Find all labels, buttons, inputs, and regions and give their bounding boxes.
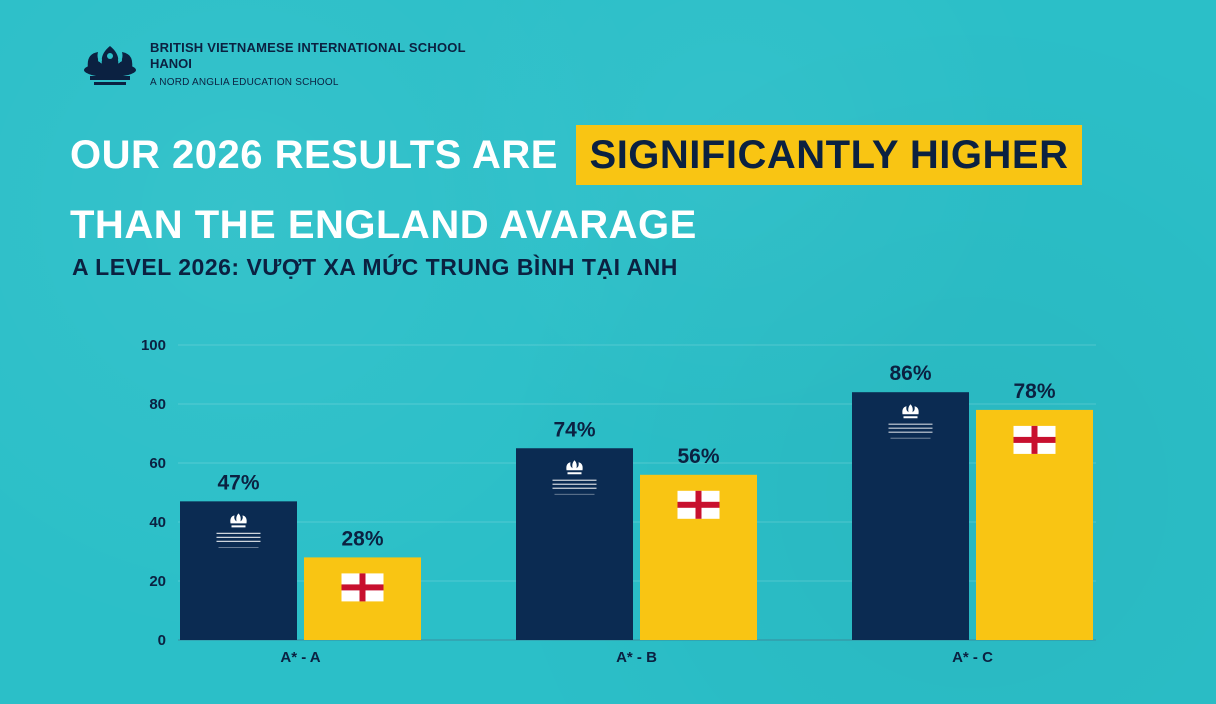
subheading: A LEVEL 2026: VƯỢT XA MỨC TRUNG BÌNH TẠI… — [72, 254, 678, 280]
school-name: BRITISH VIETNAMESE INTERNATIONAL SCHOOL — [150, 40, 466, 55]
x-category-label: A* - B — [616, 649, 657, 666]
headline-prefix: OUR 2026 RESULTS ARE — [70, 133, 558, 177]
school-brand: BRITISH VIETNAMESE INTERNATIONAL SCHOOL … — [78, 40, 466, 90]
england-flag-cross — [1031, 425, 1038, 454]
school-bar — [516, 448, 633, 640]
headline-highlight: SIGNIFICANTLY HIGHER — [575, 125, 1083, 185]
data-label: 86% — [889, 362, 931, 385]
x-category-label: A* - C — [952, 649, 993, 666]
england-flag-cross — [695, 490, 702, 519]
school-crest-icon — [566, 460, 583, 475]
y-tick-label: 20 — [149, 573, 166, 590]
y-tick-label: 80 — [149, 396, 166, 413]
school-city: HANOI — [150, 56, 192, 71]
school-bar — [852, 392, 969, 640]
data-label: 56% — [677, 445, 719, 468]
school-bar — [180, 501, 297, 640]
x-category-label: A* - A — [280, 649, 320, 666]
y-tick-label: 60 — [149, 455, 166, 472]
school-crest-shape — [902, 404, 919, 419]
school-crest-icon — [230, 513, 247, 528]
england-flag-cross — [359, 573, 366, 602]
school-crest-icon — [84, 46, 136, 85]
school-crest-shape — [566, 460, 583, 475]
headline-line-2: THAN THE ENGLAND AVARAGE — [70, 203, 697, 247]
headline-line-1: OUR 2026 RESULTS ARE SIGNIFICANTLY HIGHE… — [70, 120, 1083, 190]
y-tick-label: 40 — [149, 514, 166, 531]
data-label: 78% — [1013, 380, 1055, 403]
data-label: 74% — [553, 418, 595, 441]
school-crest-icon — [902, 404, 919, 419]
headline: OUR 2026 RESULTS ARE SIGNIFICANTLY HIGHE… — [70, 120, 1083, 260]
data-label: 28% — [341, 527, 383, 550]
data-label: 47% — [217, 471, 259, 494]
y-tick-label: 0 — [158, 632, 166, 649]
school-network: A NORD ANGLIA EDUCATION SCHOOL — [150, 77, 339, 88]
y-tick-label: 100 — [141, 337, 166, 354]
school-crest-shape — [230, 513, 247, 528]
